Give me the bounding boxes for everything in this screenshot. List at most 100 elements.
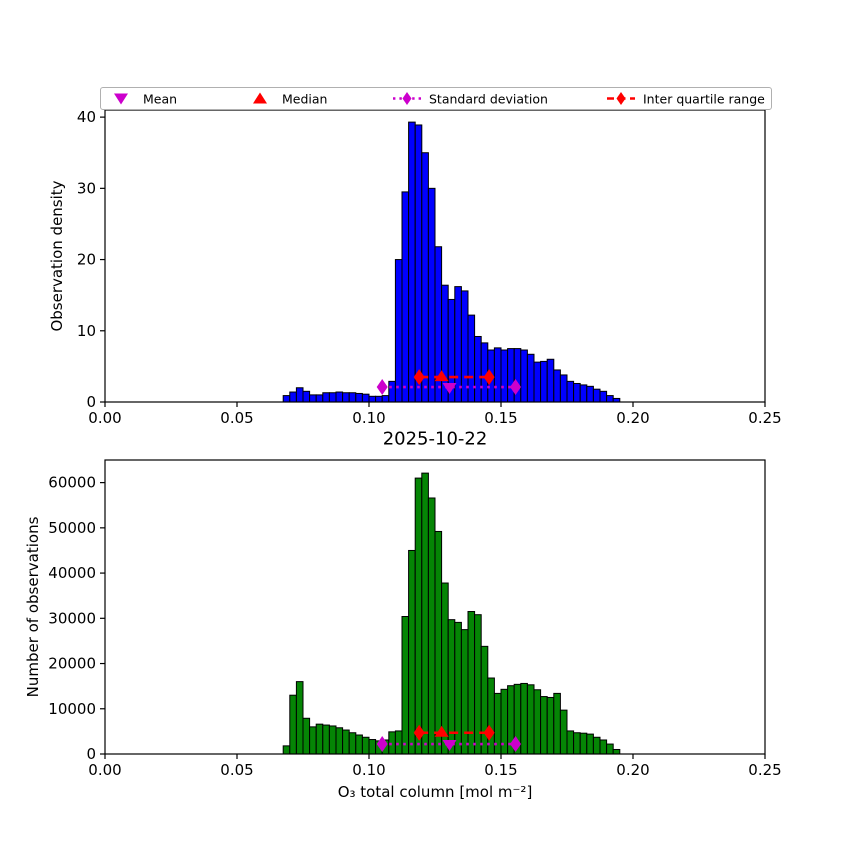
histogram-bar [579,732,588,755]
x-tick-label: 0.25 [748,409,781,427]
histogram-bar [599,390,608,403]
std-deviation-diamond-right [510,379,522,396]
top-histogram: 0.00 0.05 0.10 0.15 0.20 0.25 0 10 20 30 40 [77,108,782,427]
x-tick-label: 0.00 [88,761,121,779]
median-marker [434,370,449,382]
histogram-bar [302,717,311,755]
median-marker [434,725,449,737]
mean-marker [442,383,457,395]
histogram-bar [315,394,324,403]
iqr-diamond-left [413,724,425,741]
histogram-bar [289,694,297,755]
y-tick-label: 20000 [48,655,96,673]
histogram-bar [394,730,403,755]
histogram-bar [586,733,594,755]
iqr-marker-icon [607,92,635,105]
histogram-bar [566,730,575,755]
histogram-bar [553,369,561,403]
mean-marker [442,740,457,752]
top-y-axis-label: Observation density [48,180,66,332]
histogram-bar [302,390,311,403]
iqr-diamond-right [483,369,495,386]
legend-label-standard-deviation: Standard deviation [429,91,548,106]
histogram-bar [526,684,535,755]
histogram-bar [612,748,621,755]
histogram-bar [348,392,357,403]
histogram-bar [573,382,581,403]
legend-item-standard-deviation: Standard deviation [392,91,548,106]
y-tick-label: 40 [77,108,96,126]
histogram-bar [592,388,601,403]
y-tick-label: 10000 [48,700,96,718]
x-tick-label: 0.20 [616,409,649,427]
histogram-bar [401,191,410,403]
histogram-bar [414,477,423,755]
histogram-bar [573,732,581,755]
legend-item-mean: Mean [106,91,177,106]
y-tick-label: 50000 [48,519,96,537]
bottom-y-axis-label: Number of observations [24,516,42,698]
histogram-bar [335,727,344,755]
histogram-bar [375,395,383,403]
histogram-bar [500,349,509,403]
histogram-bar [599,739,608,755]
histogram-bar [566,380,575,403]
legend-diamond [616,92,626,105]
histogram-bar [414,124,423,403]
axes-box [104,109,766,403]
histogram-bar [493,347,502,403]
histogram-bar [533,361,542,403]
legend-triangle-down [114,93,128,105]
median-marker-icon [253,92,267,104]
x-tick-label: 0.10 [352,761,385,779]
histogram-bar [328,392,337,403]
histogram-bar [474,335,482,403]
histogram-bar [540,696,548,755]
histogram-bar [394,259,403,403]
histogram-bar [348,732,357,755]
histogram-bar [434,530,443,755]
x-tick-label: 0.05 [220,761,253,779]
histogram-bar [467,314,476,403]
histogram-bar [282,395,291,403]
histogram-bar [460,290,469,403]
histogram-bar [454,286,462,403]
x-axis-label: O₃ total column [mol m⁻²] [337,783,533,801]
histogram-bar [361,393,370,403]
y-tick-label: 10 [77,322,96,340]
histogram-bar [342,392,350,403]
histogram-bar [401,616,410,755]
histogram-bar [368,739,377,755]
chart-title-date: 2025-10-22 [382,428,488,450]
axes-box [104,459,766,755]
histogram-bar [579,384,588,403]
histogram-bar [328,725,337,755]
y-tick-label: 0 [86,393,96,411]
legend-item-inter-quartile-range: Inter quartile range [606,91,765,106]
histogram-bar [295,681,304,755]
histogram-bar [355,734,363,755]
histogram-bar [480,645,489,755]
histogram-bar [559,709,568,755]
histogram-bar [606,743,614,755]
x-tick-label: 0.05 [220,409,253,427]
histogram-bar [282,745,291,755]
histogram-bar [553,692,561,755]
y-tick-label: 60000 [48,474,96,492]
histogram-bar [526,353,535,403]
histogram-bar [408,121,416,403]
histogram-bar [520,349,528,403]
y-tick-label: 30000 [48,609,96,627]
histogram-bar [487,677,495,755]
mean-marker-icon [114,93,128,105]
x-tick-label: 0.10 [352,409,385,427]
histogram-bar [559,374,568,403]
x-tick-label: 0.15 [484,409,517,427]
histogram-bar [546,358,555,403]
histogram-bar [408,549,416,755]
histogram-bar [355,392,363,403]
histogram-bar [322,724,330,755]
histogram-bar [322,392,330,403]
histogram-bar [309,394,317,403]
